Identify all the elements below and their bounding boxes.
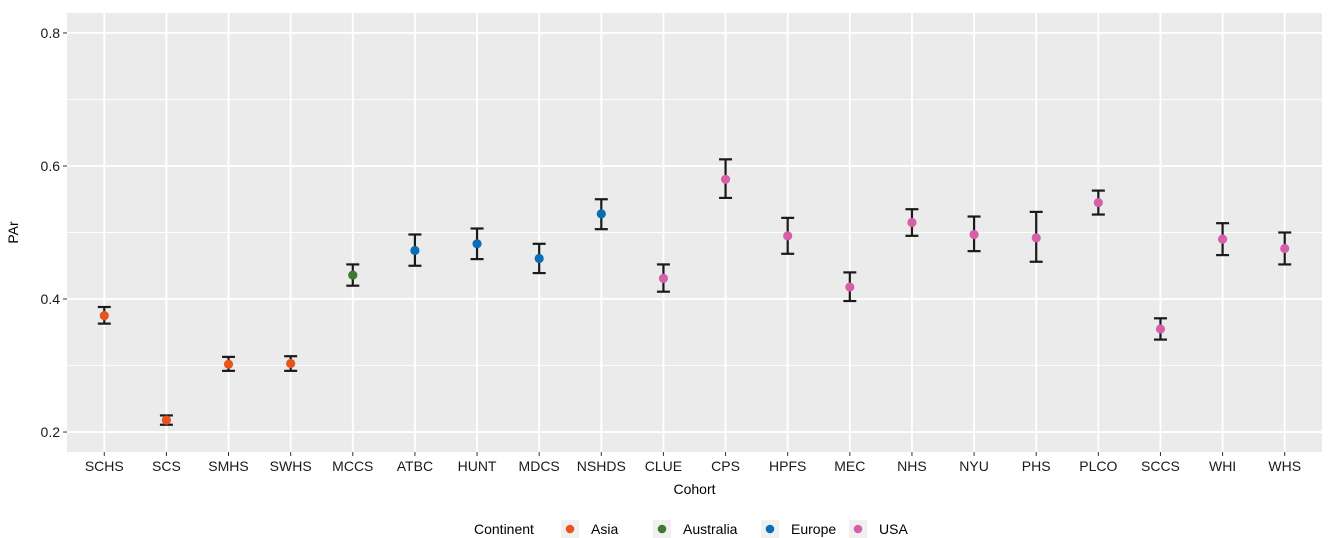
- legend-label: Asia: [591, 521, 618, 537]
- legend-key-dot: [657, 524, 667, 534]
- x-tick-label: SCCS: [1141, 458, 1180, 474]
- legend-label: Australia: [683, 521, 738, 537]
- data-point: [410, 245, 420, 256]
- legend-label: Europe: [791, 521, 836, 537]
- x-tick-label: NYU: [959, 458, 989, 474]
- legend-key-dot: [765, 524, 775, 534]
- data-point: [223, 359, 234, 369]
- legend-key-dot: [565, 524, 575, 534]
- legend-key-dot: [853, 524, 863, 534]
- data-marks: [97, 158, 1292, 426]
- data-point: [720, 174, 731, 184]
- legend: Continent Asia Australia Europe USA: [474, 520, 908, 538]
- data-point: [1217, 234, 1228, 244]
- x-axis-title: Cohort: [673, 481, 715, 497]
- x-tick-label: MEC: [834, 458, 865, 474]
- x-tick-label: SWHS: [270, 458, 312, 474]
- y-axis-title: PAr: [5, 221, 21, 244]
- data-point: [348, 270, 358, 280]
- data-point: [1280, 243, 1290, 254]
- data-point: [596, 209, 606, 219]
- data-point: [783, 231, 793, 241]
- x-tick-label: CPS: [711, 458, 740, 474]
- y-tick-label: 0.4: [41, 291, 61, 307]
- x-tick-label: HPFS: [769, 458, 806, 474]
- x-tick-label: PHS: [1022, 458, 1051, 474]
- legend-title: Continent: [474, 521, 534, 537]
- x-axis: SCHS SCS SMHS SWHS MCCS ATBC HUNT MDCS NSHDS CLUE…: [85, 452, 1301, 474]
- data-point: [969, 229, 979, 240]
- data-point: [1093, 197, 1103, 208]
- y-tick-label: 0.8: [41, 25, 61, 41]
- x-tick-label: CLUE: [645, 458, 682, 474]
- data-point: [1155, 324, 1166, 334]
- data-point: [907, 217, 917, 228]
- data-point: [1031, 233, 1041, 243]
- data-point: [286, 358, 296, 369]
- x-tick-label: WHI: [1209, 458, 1236, 474]
- y-tick-label: 0.2: [41, 424, 61, 440]
- y-axis: 0.2 0.4 0.6 0.8: [41, 25, 67, 440]
- minor-gridlines: [67, 99, 1322, 366]
- x-tick-label: NSHDS: [577, 458, 626, 474]
- y-tick-label: 0.6: [41, 158, 61, 174]
- x-tick-label: WHS: [1268, 458, 1301, 474]
- x-tick-label: MCCS: [332, 458, 373, 474]
- x-tick-label: HUNT: [458, 458, 497, 474]
- x-tick-label: PLCO: [1079, 458, 1117, 474]
- data-point: [658, 273, 669, 283]
- x-tick-label: SMHS: [208, 458, 248, 474]
- data-point: [472, 239, 482, 249]
- x-tick-label: NHS: [897, 458, 927, 474]
- data-point: [845, 282, 855, 292]
- legend-label: USA: [879, 521, 908, 537]
- data-point: [161, 415, 172, 425]
- x-tick-label: SCHS: [85, 458, 124, 474]
- data-point: [99, 311, 109, 321]
- x-tick-label: SCS: [152, 458, 181, 474]
- data-point: [534, 253, 544, 264]
- x-tick-label: MDCS: [519, 458, 560, 474]
- x-tick-label: ATBC: [397, 458, 433, 474]
